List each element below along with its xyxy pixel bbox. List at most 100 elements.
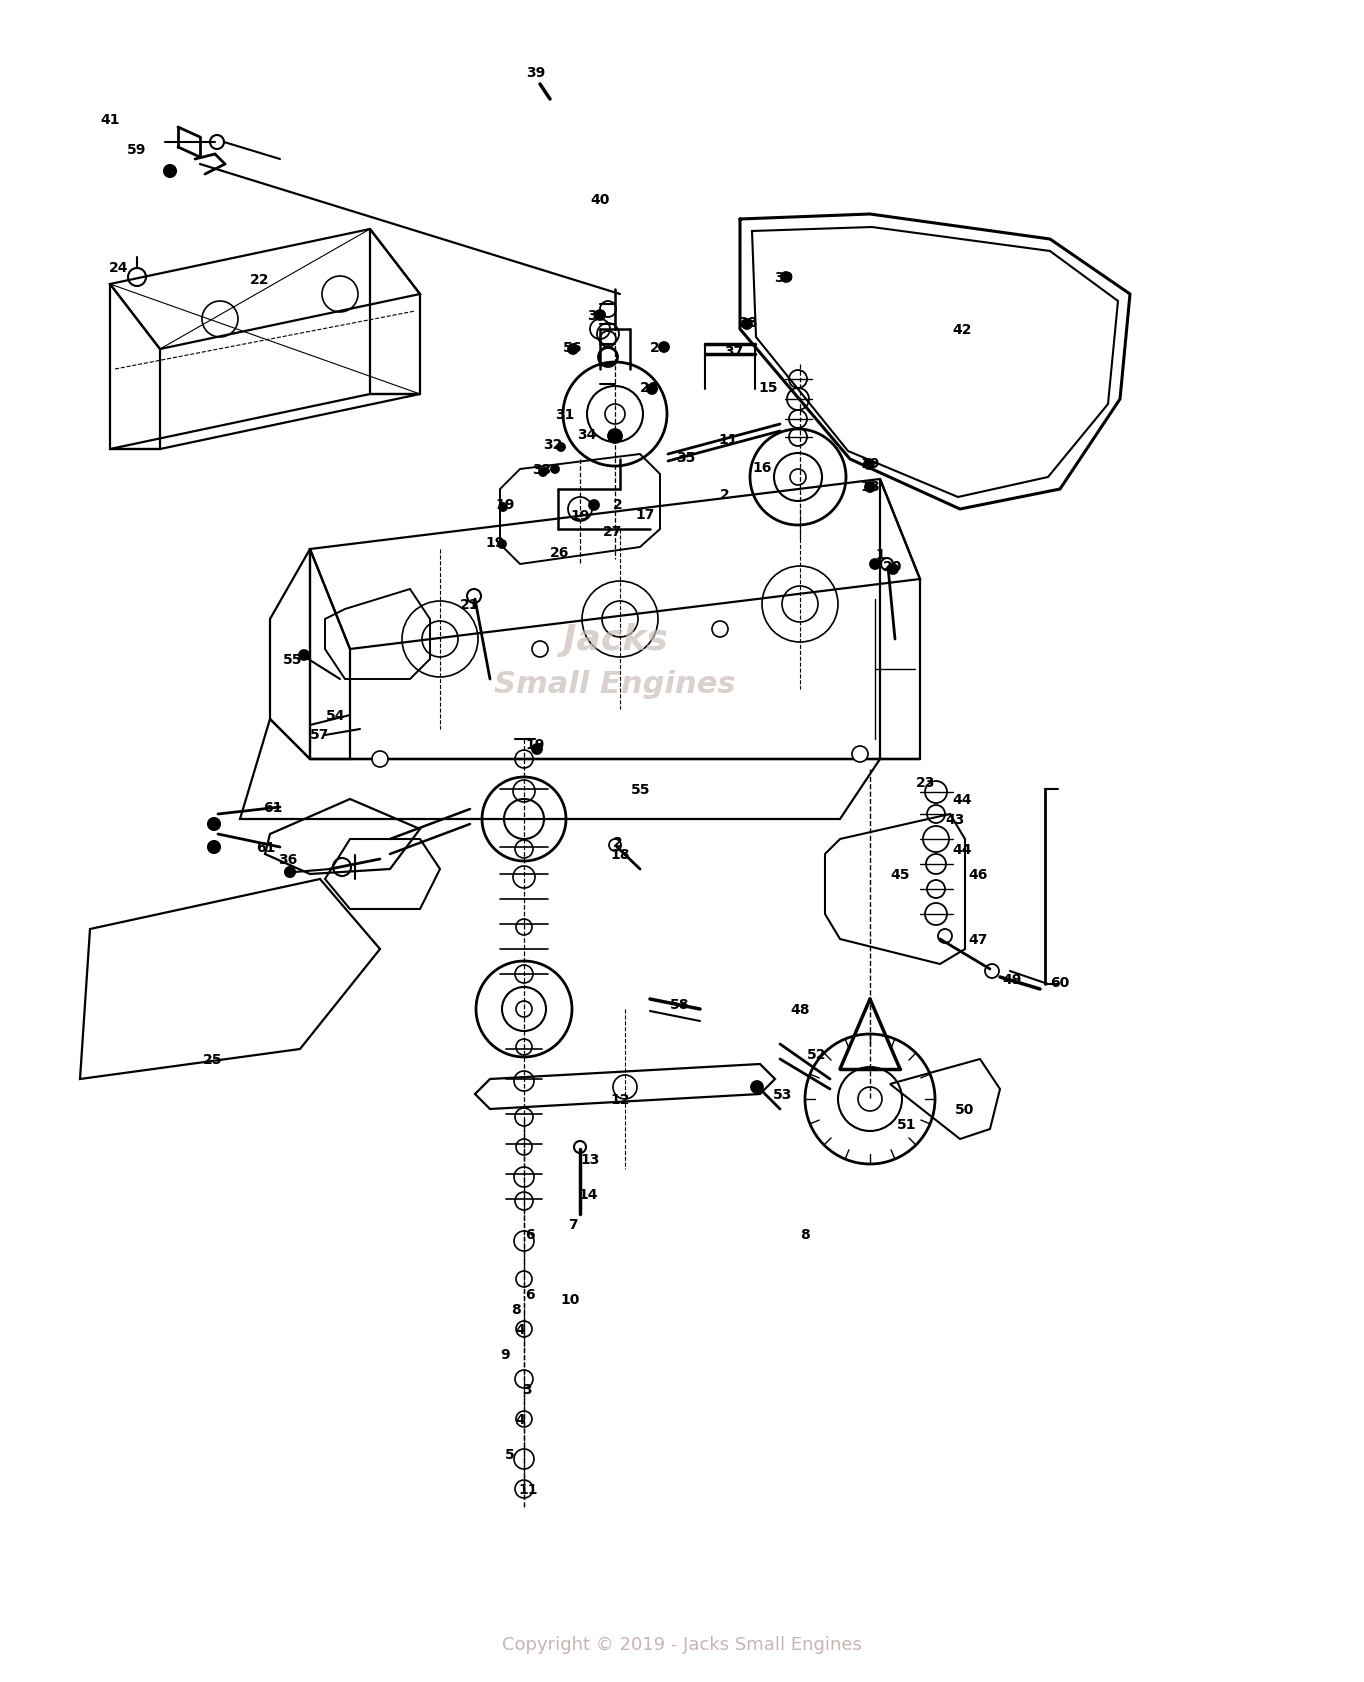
Circle shape <box>865 483 874 493</box>
Text: 44: 44 <box>952 792 971 807</box>
Text: 27: 27 <box>603 525 623 538</box>
Circle shape <box>659 343 668 353</box>
Text: 26: 26 <box>550 545 570 560</box>
Circle shape <box>712 622 728 637</box>
Circle shape <box>557 444 565 452</box>
Circle shape <box>372 752 387 767</box>
Text: 57: 57 <box>311 728 330 742</box>
Text: 15: 15 <box>758 380 777 395</box>
Text: 38: 38 <box>738 316 757 330</box>
Text: Small Engines: Small Engines <box>494 669 735 700</box>
Circle shape <box>595 311 606 321</box>
Text: 18: 18 <box>610 848 630 861</box>
Text: 43: 43 <box>945 812 964 826</box>
Circle shape <box>888 565 898 575</box>
Circle shape <box>285 868 295 878</box>
Text: 24: 24 <box>109 261 128 274</box>
Text: 31: 31 <box>555 407 574 422</box>
Circle shape <box>608 429 622 444</box>
Text: 19: 19 <box>486 535 505 550</box>
Text: 53: 53 <box>773 1087 792 1102</box>
Text: 61: 61 <box>263 801 282 814</box>
Text: 58: 58 <box>670 997 690 1011</box>
Circle shape <box>207 841 220 853</box>
Text: 46: 46 <box>968 868 988 881</box>
Text: 12: 12 <box>610 1092 630 1107</box>
Text: 3: 3 <box>522 1383 532 1396</box>
Text: 4: 4 <box>516 1322 525 1336</box>
Text: 8: 8 <box>512 1302 521 1317</box>
Circle shape <box>647 385 657 395</box>
Circle shape <box>612 1075 637 1100</box>
Circle shape <box>852 747 868 762</box>
Circle shape <box>532 641 548 658</box>
Text: 39: 39 <box>527 66 546 81</box>
Circle shape <box>551 466 559 474</box>
Text: 2: 2 <box>614 836 623 849</box>
Text: 6: 6 <box>525 1228 535 1241</box>
Text: 47: 47 <box>968 932 988 947</box>
Circle shape <box>498 540 506 548</box>
Circle shape <box>863 459 874 469</box>
Text: 7: 7 <box>569 1218 578 1231</box>
Circle shape <box>742 320 752 330</box>
Text: 55: 55 <box>284 653 303 666</box>
Text: 14: 14 <box>578 1187 597 1201</box>
Text: 19: 19 <box>570 508 589 523</box>
Text: 20: 20 <box>884 560 903 574</box>
Text: 19: 19 <box>861 458 880 471</box>
Text: 9: 9 <box>501 1347 510 1361</box>
Text: 30: 30 <box>588 309 607 323</box>
Circle shape <box>532 745 542 755</box>
Text: 22: 22 <box>250 272 270 288</box>
Text: 50: 50 <box>955 1102 975 1117</box>
Text: 16: 16 <box>753 461 772 474</box>
Text: 41: 41 <box>100 113 120 126</box>
Text: 49: 49 <box>1003 972 1022 986</box>
Text: 25: 25 <box>203 1053 222 1066</box>
Text: 45: 45 <box>891 868 910 881</box>
Text: 55: 55 <box>632 782 651 797</box>
Circle shape <box>499 503 507 511</box>
Text: 33: 33 <box>532 463 551 476</box>
Text: Copyright © 2019 - Jacks Small Engines: Copyright © 2019 - Jacks Small Engines <box>502 1635 862 1653</box>
Circle shape <box>567 345 578 355</box>
Text: 29: 29 <box>651 341 670 355</box>
Text: 19: 19 <box>495 498 514 511</box>
Text: 60: 60 <box>1050 976 1069 989</box>
Text: 2: 2 <box>720 488 730 501</box>
Text: 23: 23 <box>917 775 936 789</box>
Text: 13: 13 <box>580 1152 600 1166</box>
Text: Jacks: Jacks <box>562 622 667 656</box>
Circle shape <box>299 651 310 661</box>
Circle shape <box>782 272 791 283</box>
Text: 39: 39 <box>775 271 794 284</box>
Text: 4: 4 <box>516 1413 525 1426</box>
Circle shape <box>870 560 880 570</box>
Circle shape <box>539 469 547 476</box>
Text: 17: 17 <box>636 508 655 521</box>
Text: 56: 56 <box>563 341 582 355</box>
Text: 42: 42 <box>952 323 971 336</box>
Text: 11: 11 <box>518 1482 537 1495</box>
Circle shape <box>752 1082 762 1093</box>
Text: 2: 2 <box>614 498 623 511</box>
Text: 10: 10 <box>561 1292 580 1307</box>
Text: 35: 35 <box>677 451 696 464</box>
Text: 19: 19 <box>525 738 544 752</box>
Text: 21: 21 <box>460 597 480 612</box>
Text: 18: 18 <box>861 479 880 495</box>
Text: 54: 54 <box>326 708 345 723</box>
Text: 34: 34 <box>577 427 596 442</box>
Circle shape <box>164 167 176 178</box>
Text: 40: 40 <box>591 193 610 207</box>
Text: 52: 52 <box>807 1048 827 1061</box>
Text: 11: 11 <box>719 432 738 447</box>
Circle shape <box>207 819 220 831</box>
Text: 59: 59 <box>127 143 147 156</box>
Text: 28: 28 <box>640 380 660 395</box>
Text: 32: 32 <box>543 437 563 452</box>
Text: 5: 5 <box>505 1447 514 1462</box>
Text: 51: 51 <box>898 1117 917 1132</box>
Text: 44: 44 <box>952 843 971 856</box>
